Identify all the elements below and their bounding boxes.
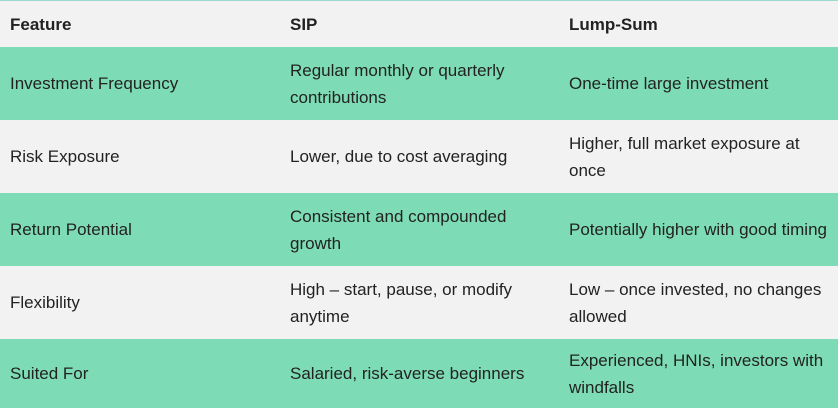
table-cell: Higher, full market exposure at once <box>559 120 838 193</box>
header-cell: SIP <box>280 0 559 47</box>
header-row: Feature SIP Lump-Sum <box>0 0 838 47</box>
table-row: Investment Frequency Regular monthly or q… <box>0 47 838 120</box>
table-cell: Risk Exposure <box>0 120 280 193</box>
table-body: Investment Frequency Regular monthly or q… <box>0 47 838 408</box>
table-cell: Regular monthly or quarterly contributio… <box>280 47 559 120</box>
table-cell: Salaried, risk-averse beginners <box>280 339 559 408</box>
header-cell: Lump-Sum <box>559 0 838 47</box>
table-cell: Potentially higher with good timing <box>559 193 838 266</box>
table-cell: High – start, pause, or modify anytime <box>280 266 559 339</box>
table-row: Return Potential Consistent and compounde… <box>0 193 838 266</box>
header-cell: Feature <box>0 0 280 47</box>
table-row: Risk Exposure Lower, due to cost averagin… <box>0 120 838 193</box>
table-cell: One-time large investment <box>559 47 838 120</box>
table-row: Suited For Salaried, risk-averse beginner… <box>0 339 838 408</box>
table-cell: Lower, due to cost averaging <box>280 120 559 193</box>
table-cell: Flexibility <box>0 266 280 339</box>
table-cell: Consistent and compounded growth <box>280 193 559 266</box>
table-cell: Investment Frequency <box>0 47 280 120</box>
table-cell: Return Potential <box>0 193 280 266</box>
table-cell: Low – once invested, no changes allowed <box>559 266 838 339</box>
table-row: Flexibility High – start, pause, or modif… <box>0 266 838 339</box>
table-cell: Experienced, HNIs, investors with windfa… <box>559 339 838 408</box>
table-cell: Suited For <box>0 339 280 408</box>
